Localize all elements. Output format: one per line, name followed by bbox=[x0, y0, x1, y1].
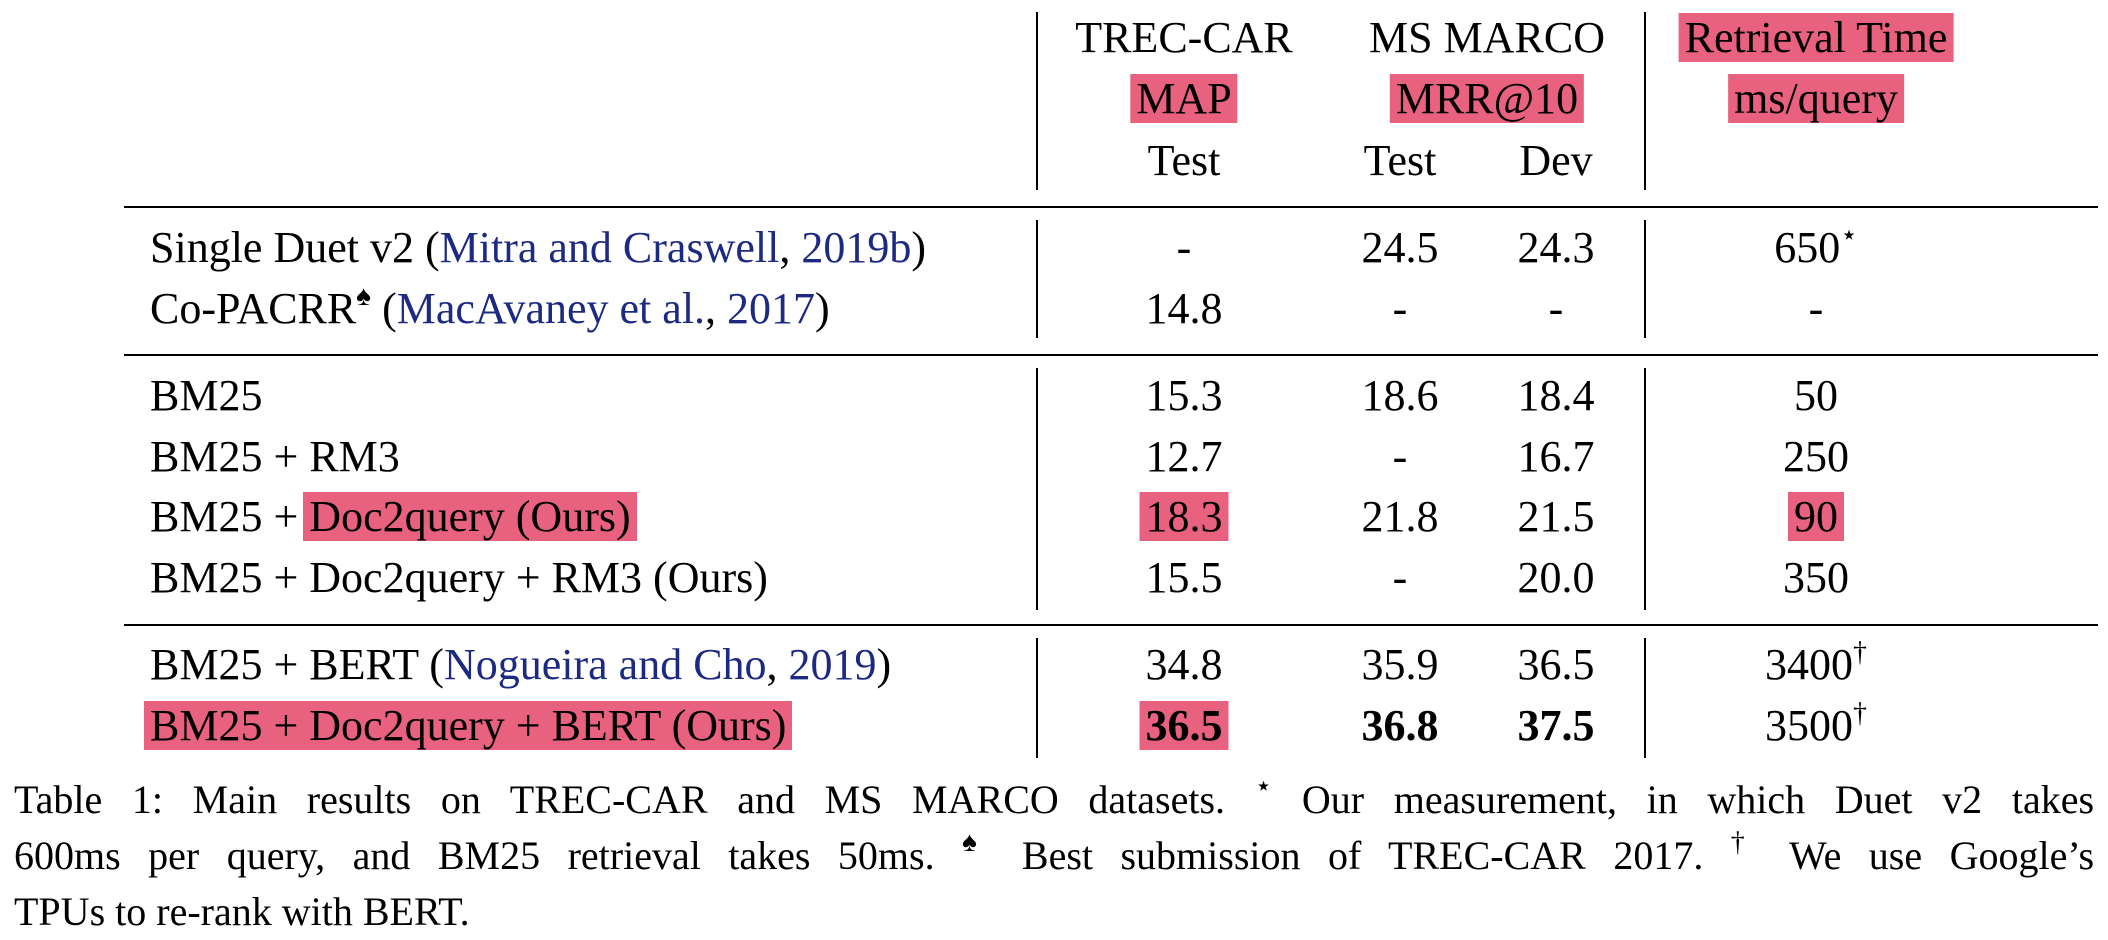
cell-ms-test: 21.8 bbox=[1361, 492, 1439, 541]
cell-ms-test: 36.8 bbox=[1361, 701, 1439, 750]
cell-ms-dev: 16.7 bbox=[1517, 432, 1595, 481]
group1-divider-left bbox=[1036, 220, 1038, 338]
cell-time: 250 bbox=[1783, 432, 1849, 481]
cell-ms-test: - bbox=[1392, 284, 1408, 333]
group2-divider-left bbox=[1036, 368, 1038, 610]
group3-divider-right bbox=[1644, 638, 1646, 758]
citation-year-link[interactable]: 2019 bbox=[788, 640, 877, 689]
group2-rule bbox=[124, 624, 2098, 626]
header-retrieval-time: Retrieval Time bbox=[1678, 13, 1954, 62]
cell-trec-test: 34.8 bbox=[1145, 640, 1223, 689]
header-trec-car: TREC-CAR bbox=[1075, 13, 1293, 62]
cell-ms-test: 18.6 bbox=[1361, 371, 1439, 420]
row-method: BM25 bbox=[150, 371, 263, 420]
cell-time: 3500† bbox=[1765, 698, 1867, 750]
caption-line-3: TPUs to re-rank with BERT. bbox=[14, 889, 470, 934]
group1-rule bbox=[124, 354, 2098, 356]
row-method: Co-PACRR♠ (MacAvaney et al., 2017) bbox=[150, 281, 830, 333]
header-mrr: MRR@10 bbox=[1389, 74, 1585, 123]
cell-trec-test: 15.5 bbox=[1145, 553, 1223, 602]
header-ms-test: Test bbox=[1363, 136, 1437, 185]
highlighted-method: BM25 + Doc2query + BERT (Ours) bbox=[144, 701, 793, 750]
group2-divider-right bbox=[1644, 368, 1646, 610]
cell-time: 3400† bbox=[1765, 637, 1867, 689]
cell-trec-test: 14.8 bbox=[1145, 284, 1223, 333]
cell-ms-test: 24.5 bbox=[1361, 223, 1439, 272]
citation-link[interactable]: Nogueira and Cho bbox=[443, 640, 767, 689]
cell-ms-dev: 24.3 bbox=[1517, 223, 1595, 272]
cell-ms-test: - bbox=[1392, 553, 1408, 602]
cell-trec-test: 36.5 bbox=[1139, 701, 1229, 750]
citation-link[interactable]: MacAvaney et al. bbox=[396, 284, 706, 333]
header-divider-left bbox=[1036, 12, 1038, 190]
citation-link[interactable]: Mitra and Craswell bbox=[439, 223, 780, 272]
cell-time: 350 bbox=[1783, 553, 1849, 602]
row-method: BM25 + RM3 bbox=[150, 432, 400, 481]
row-method: BM25 + Doc2query + BERT (Ours) bbox=[144, 701, 793, 750]
group3-divider-left bbox=[1036, 638, 1038, 758]
cell-time: 650⋆ bbox=[1774, 220, 1858, 272]
cell-time: - bbox=[1808, 284, 1824, 333]
citation-year-link[interactable]: 2017 bbox=[727, 284, 816, 333]
row-method: BM25 + Doc2query (Ours) bbox=[150, 492, 637, 541]
spade-mark: ♠ bbox=[356, 281, 372, 312]
header-ms-dev: Dev bbox=[1519, 136, 1593, 185]
group1-divider-right bbox=[1644, 220, 1646, 338]
cell-ms-dev: 18.4 bbox=[1517, 371, 1595, 420]
header-rule bbox=[124, 206, 2098, 208]
cell-trec-test: 15.3 bbox=[1145, 371, 1223, 420]
row-method: Single Duet v2 (Mitra and Craswell, 2019… bbox=[150, 223, 926, 272]
cell-ms-test: - bbox=[1392, 432, 1408, 481]
dagger-mark: † bbox=[1853, 637, 1867, 668]
star-mark: ⋆ bbox=[1840, 220, 1858, 251]
header-trec-test: Test bbox=[1147, 136, 1221, 185]
header-divider-right bbox=[1644, 12, 1646, 190]
caption-line-2: 600ms per query, and BM25 retrieval take… bbox=[14, 827, 2095, 879]
header-ms-marco: MS MARCO bbox=[1369, 13, 1605, 62]
cell-ms-dev: 20.0 bbox=[1517, 553, 1595, 602]
row-method: BM25 + BERT (Nogueira and Cho, 2019) bbox=[150, 640, 892, 689]
row-method: BM25 + Doc2query + RM3 (Ours) bbox=[150, 553, 768, 602]
cell-ms-dev: 21.5 bbox=[1517, 492, 1595, 541]
dagger-mark: † bbox=[1853, 698, 1867, 729]
citation-year-link[interactable]: 2019b bbox=[801, 223, 912, 272]
cell-ms-test: 35.9 bbox=[1361, 640, 1439, 689]
cell-trec-test: 18.3 bbox=[1139, 492, 1229, 541]
cell-ms-dev: 36.5 bbox=[1517, 640, 1595, 689]
highlighted-method: Doc2query (Ours) bbox=[303, 492, 637, 541]
cell-ms-dev: - bbox=[1548, 284, 1564, 333]
cell-time: 50 bbox=[1794, 371, 1838, 420]
cell-trec-test: 12.7 bbox=[1145, 432, 1223, 481]
header-map: MAP bbox=[1130, 74, 1238, 123]
cell-ms-dev: 37.5 bbox=[1517, 701, 1595, 750]
caption-line-1: Table 1: Main results on TREC-CAR and MS… bbox=[14, 771, 2095, 823]
header-ms-per-query: ms/query bbox=[1728, 74, 1904, 123]
table-caption: Table 1: Main results on TREC-CAR and MS… bbox=[14, 772, 2094, 940]
cell-trec-test: - bbox=[1176, 223, 1192, 272]
cell-time: 90 bbox=[1788, 492, 1844, 541]
